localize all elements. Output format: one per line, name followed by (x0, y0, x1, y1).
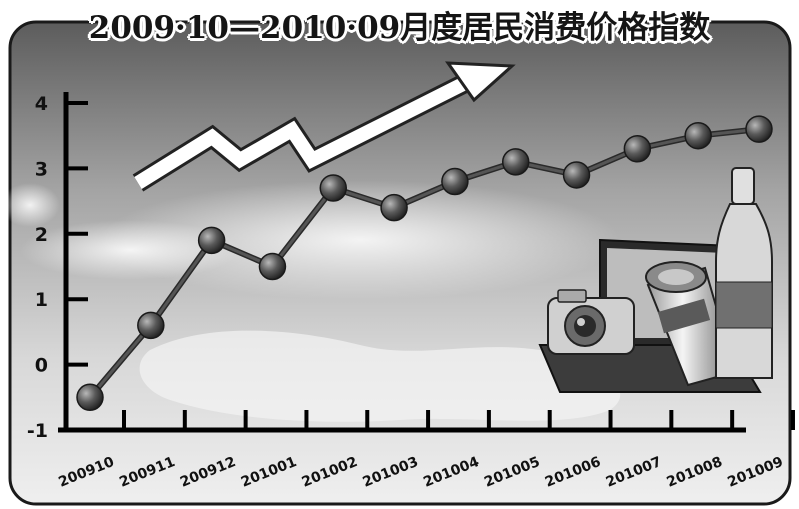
y-tick-label: -1 (27, 420, 48, 442)
can-icon (645, 261, 737, 387)
data-point (441, 167, 469, 196)
data-point (684, 121, 712, 150)
data-point (137, 311, 165, 340)
y-tick-label: 3 (35, 158, 48, 180)
data-point (501, 148, 530, 176)
cloud-glow (100, 180, 620, 300)
trend-arrow-fill (134, 71, 479, 189)
y-tick-group: 4 3 2 1 0 -1 (27, 93, 88, 442)
world-map-shape (139, 330, 621, 422)
data-point (380, 193, 408, 222)
data-point (562, 161, 591, 189)
data-point (623, 135, 652, 163)
data-point (258, 252, 287, 281)
y-tick-label: 0 (35, 355, 48, 377)
data-point (745, 115, 773, 143)
series-group (76, 115, 773, 412)
data-point (197, 226, 226, 255)
cloud-edge (0, 183, 60, 227)
bottle-icon (715, 167, 773, 379)
data-point (319, 174, 348, 202)
data-point (76, 383, 104, 412)
trend-arrow-head (445, 61, 516, 103)
chart-title: 2009·10—2010·09月度居民消费价格指数 (88, 10, 711, 46)
y-tick-label: 1 (35, 289, 48, 311)
y-tick-label: 2 (35, 224, 48, 246)
camera-icon (547, 289, 635, 355)
y-tick-label: 4 (35, 93, 48, 115)
